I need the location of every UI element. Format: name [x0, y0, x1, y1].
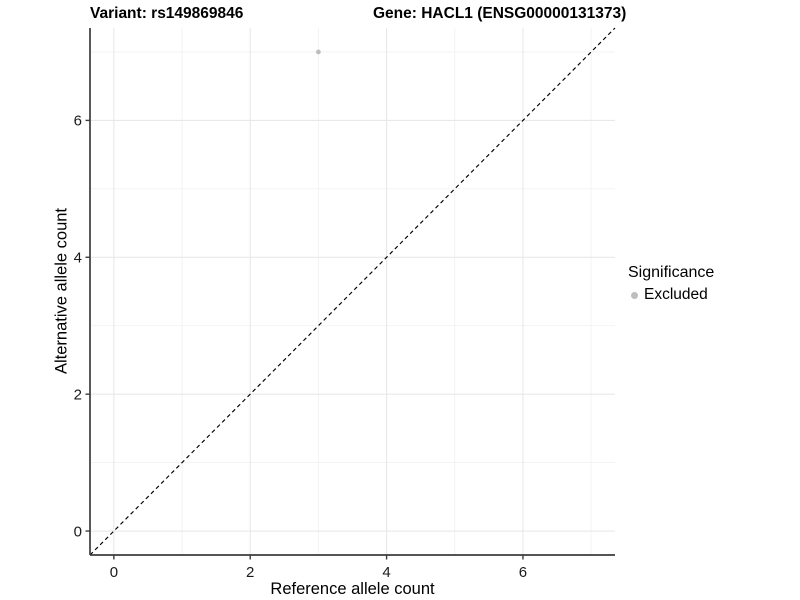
x-tick-label: 0 [110, 564, 118, 581]
identity-line [89, 27, 616, 556]
plot-title-gene: Gene: HACL1 (ENSG00000131373) [373, 5, 627, 22]
x-tick-label: 6 [519, 564, 527, 581]
plot-title-variant: Variant: rs149869846 [90, 5, 244, 22]
y-axis-label: Alternative allele count [52, 207, 71, 375]
legend-point-icon [631, 291, 638, 299]
tick-marks [85, 119, 524, 560]
major-gridlines [90, 28, 615, 555]
minor-gridlines [90, 28, 615, 555]
x-axis-label: Reference allele count [270, 580, 435, 598]
legend-item-excluded: Excluded [628, 286, 714, 304]
identity-dashed-line [89, 27, 616, 556]
axis-lines [89, 28, 615, 556]
y-tick-label: 6 [74, 113, 82, 130]
y-tick-label: 0 [74, 523, 82, 540]
y-tick-label: 2 [74, 386, 82, 403]
y-tick-label: 4 [74, 250, 82, 267]
data-point [316, 49, 321, 55]
x-tick-label: 2 [246, 564, 254, 581]
legend: Significance Excluded [628, 264, 714, 304]
data-points [316, 49, 321, 55]
tick-labels: 0 2 4 6 0 2 4 6 [74, 113, 527, 581]
legend-item-label: Excluded [644, 286, 708, 303]
legend-title: Significance [628, 264, 715, 281]
x-tick-label: 4 [382, 564, 390, 581]
